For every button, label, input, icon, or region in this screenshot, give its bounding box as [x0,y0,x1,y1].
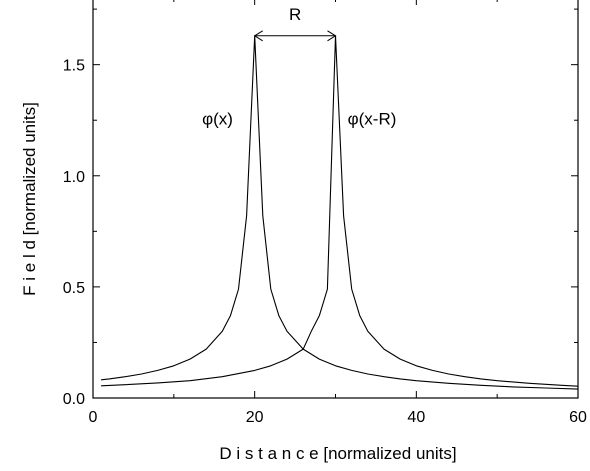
y-axis-title: F i e l d [normalized units] [20,102,39,296]
r-arrow-head-left [253,30,263,42]
annotation-phi-x: φ(x) [202,110,233,129]
series-line-1 [101,35,579,390]
annotations: Rφ(x) φ(x-R) [202,5,396,128]
y-tick-label: 0.0 [63,391,85,408]
x-tick-label: 20 [246,409,264,426]
series-layer [101,35,579,390]
x-tick-label: 60 [569,409,587,426]
y-tick-label: 1.0 [63,169,85,186]
series-line-2 [101,35,579,387]
y-tick-label: 0.5 [63,280,85,297]
annotation-phi-x-r: φ(x-R) [348,110,397,129]
x-tick-label: 0 [89,409,98,426]
annotation-r: R [289,5,301,24]
x-tick-label: 40 [407,409,425,426]
y-tick-label: 1.5 [63,58,85,75]
plot-frame [92,0,579,399]
r-arrow-head-right [327,30,337,42]
x-axis-title: D i s t a n c e [normalized units] [219,444,456,463]
axes: 0 20 40 60 0.0 0.5 1.0 1.5 [63,0,587,426]
